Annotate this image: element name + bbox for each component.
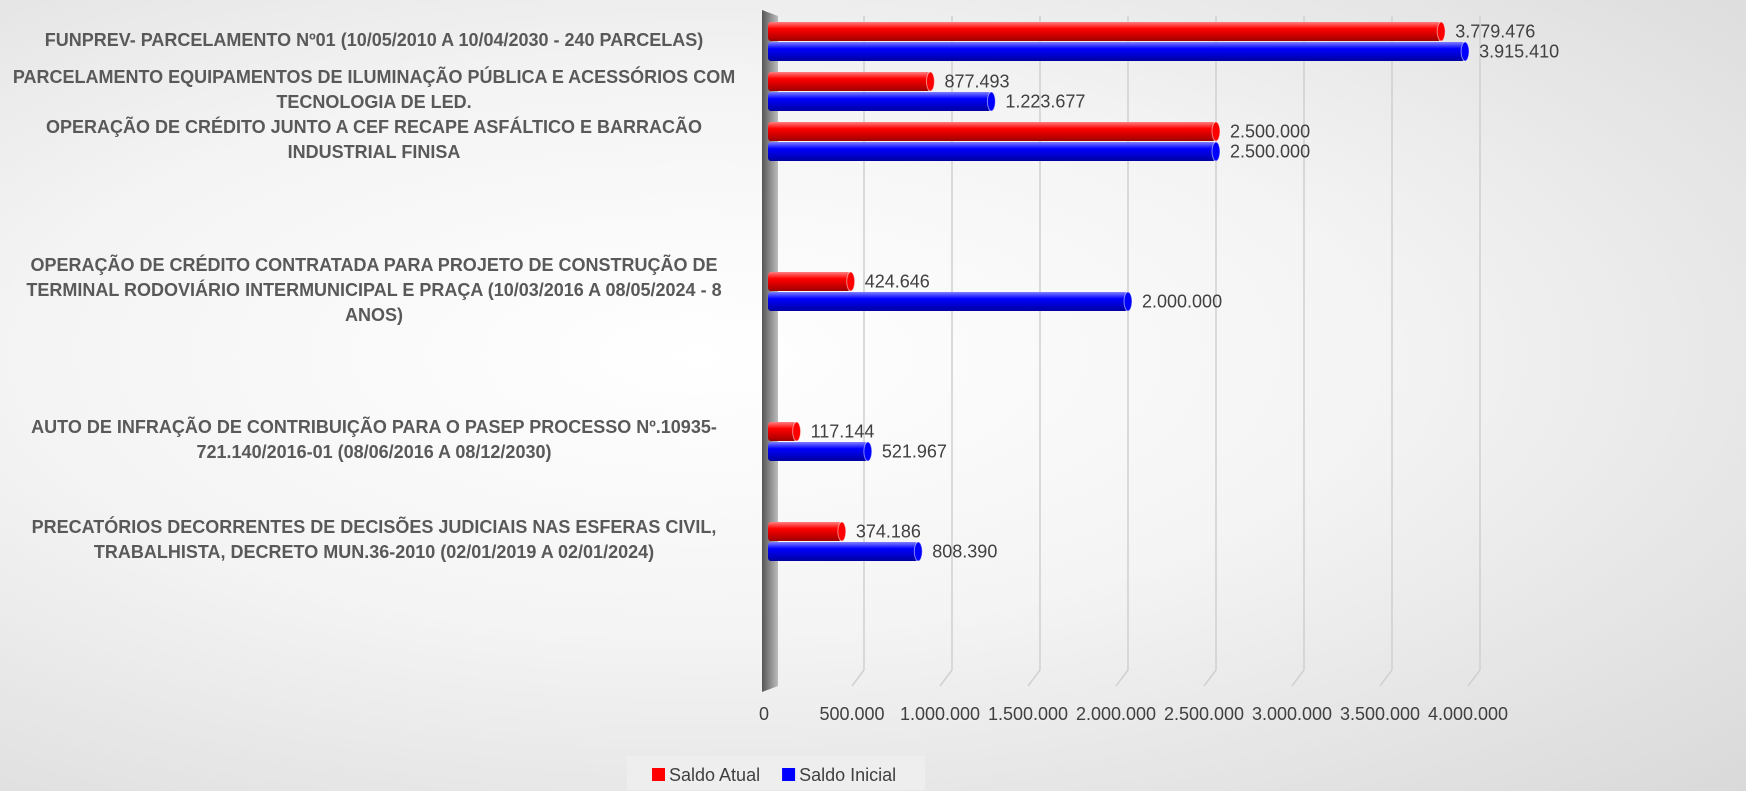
bar-cap [837, 521, 847, 542]
data-label: 374.186 [856, 521, 921, 541]
grid-line-depth [1467, 669, 1481, 687]
bar [768, 272, 851, 291]
grid-line-depth [939, 669, 953, 687]
grid-line-depth [1027, 669, 1041, 687]
bar [768, 422, 797, 441]
grid-line-depth [1291, 669, 1305, 687]
bar [768, 292, 1128, 311]
legend-label: Saldo Inicial [799, 765, 896, 785]
x-tick-label: 2.000.000 [1076, 704, 1156, 724]
grid-line-depth [1203, 669, 1217, 687]
bar-cap [846, 271, 856, 292]
bar-cap [1436, 21, 1446, 42]
category-label: AUTO DE INFRAÇÃO DE CONTRIBUIÇÃO PARA O … [31, 417, 717, 462]
bar-cap [1211, 141, 1221, 162]
bar-cap [913, 541, 923, 562]
data-label: 3.779.476 [1455, 21, 1535, 41]
data-label: 808.390 [932, 541, 997, 561]
bar [768, 42, 1466, 61]
category-label: OPERAÇÃO DE CRÉDITO CONTRATADA PARA PROJ… [26, 254, 722, 325]
bar-cap [1123, 291, 1133, 312]
data-label: 424.646 [865, 271, 930, 291]
legend-label: Saldo Atual [669, 765, 760, 785]
bar [768, 522, 842, 541]
bar-cap [986, 91, 996, 112]
bar-cap [925, 71, 935, 92]
x-tick-label: 1.000.000 [900, 704, 980, 724]
bar [768, 442, 868, 461]
x-tick-label: 0 [759, 704, 769, 724]
data-label: 2.500.000 [1230, 141, 1310, 161]
bar [768, 92, 992, 111]
x-tick-label: 3.000.000 [1252, 704, 1332, 724]
bar [768, 72, 931, 91]
axis-wall [762, 10, 778, 692]
data-label: 877.493 [944, 71, 1009, 91]
grid-line-depth [1379, 669, 1393, 687]
grid-line-depth [1115, 669, 1129, 687]
bar-cap [1460, 41, 1470, 62]
bar-cap [792, 421, 802, 442]
data-label: 3.915.410 [1479, 41, 1559, 61]
data-label: 117.144 [811, 421, 875, 441]
x-tick-label: 2.500.000 [1164, 704, 1244, 724]
bar-cap [863, 441, 873, 462]
data-label: 521.967 [882, 441, 947, 461]
bar [768, 22, 1442, 41]
data-label: 2.500.000 [1230, 121, 1310, 141]
x-tick-label: 500.000 [819, 704, 884, 724]
x-tick-label: 4.000.000 [1428, 704, 1508, 724]
legend-box [627, 756, 925, 790]
bar [768, 122, 1216, 141]
bar [768, 542, 919, 561]
bar [768, 142, 1216, 161]
category-label: PARCELAMENTO EQUIPAMENTOS DE ILUMINAÇÃO … [12, 67, 736, 112]
x-tick-label: 1.500.000 [988, 704, 1068, 724]
category-label: PRECATÓRIOS DECORRENTES DE DECISÕES JUDI… [31, 517, 717, 562]
legend-swatch [782, 768, 796, 781]
data-label: 2.000.000 [1142, 291, 1222, 311]
category-label: FUNPREV- PARCELAMENTO Nº01 (10/05/2010 A… [44, 29, 704, 50]
legend-swatch [652, 768, 665, 781]
category-label: OPERAÇÃO DE CRÉDITO JUNTO A CEF RECAPE A… [45, 117, 703, 162]
x-tick-label: 3.500.000 [1340, 704, 1420, 724]
bar-cap [1211, 121, 1221, 142]
grid-line-depth [851, 669, 865, 687]
data-label: 1.223.677 [1005, 91, 1085, 111]
